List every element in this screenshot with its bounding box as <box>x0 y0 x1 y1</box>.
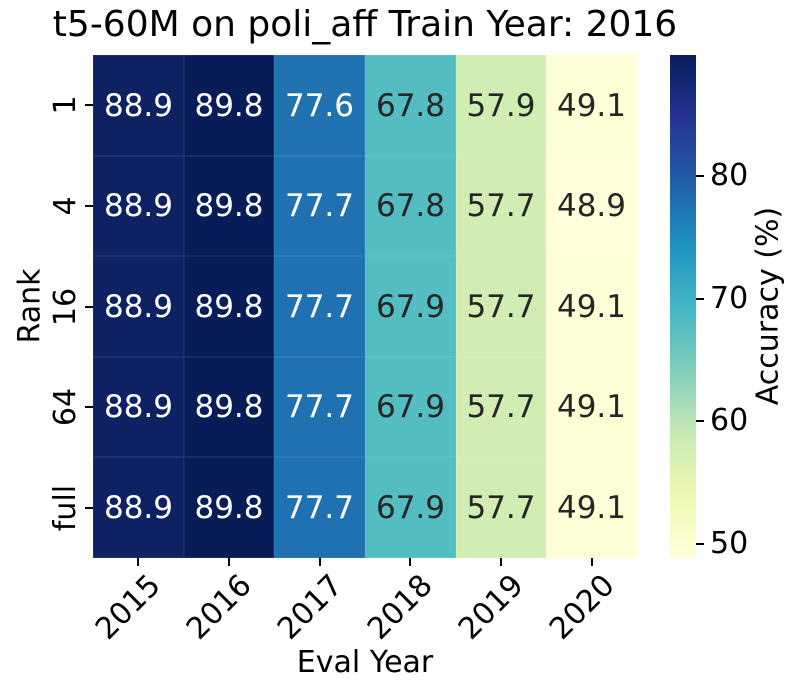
y-tick-label: 4 <box>48 196 83 216</box>
x-tick-label: 2020 <box>542 567 622 647</box>
heatmap-cell: 89.8 <box>184 357 274 457</box>
colorbar-tick-label: 60 <box>710 403 749 439</box>
x-tick-mark <box>137 558 140 566</box>
heatmap-cell: 49.1 <box>546 256 637 357</box>
heatmap-cell: 49.1 <box>546 357 637 457</box>
heatmap-cell: 57.9 <box>456 55 546 156</box>
heatmap-grid: 88.9 89.8 77.6 67.8 57.9 49.1 88.9 89.8 77.7 67.8… <box>93 55 637 558</box>
colorbar-tick-label: 80 <box>710 157 749 193</box>
heatmap-cell: 88.9 <box>93 457 184 558</box>
heatmap-cell: 89.8 <box>184 156 274 256</box>
colorbar-tick-mark <box>696 543 704 546</box>
y-tick-mark <box>85 305 93 308</box>
colorbar-tick-label: 50 <box>710 526 749 562</box>
x-axis-label: Eval Year <box>296 645 434 680</box>
chart-title: t5-60M on poli_aff Train Year: 2016 <box>52 4 678 45</box>
heatmap-cell: 57.7 <box>456 457 546 558</box>
heatmap-cell: 88.9 <box>93 256 184 357</box>
colorbar <box>670 55 696 558</box>
y-tick-mark <box>85 506 93 509</box>
y-tick-mark <box>85 104 93 107</box>
heatmap-cell: 67.8 <box>365 156 456 256</box>
x-tick-label: 2017 <box>270 567 350 647</box>
y-axis-label: Rank <box>12 268 48 344</box>
heatmap-cell: 77.7 <box>274 256 365 357</box>
heatmap-cell: 67.9 <box>365 457 456 558</box>
heatmap-cell: 67.9 <box>365 256 456 357</box>
heatmap-cell: 49.1 <box>546 457 637 558</box>
heatmap-cell: 57.7 <box>456 156 546 256</box>
heatmap-cell: 77.6 <box>274 55 365 156</box>
y-tick-label: 16 <box>48 287 83 326</box>
heatmap-cell: 89.8 <box>184 256 274 357</box>
heatmap-cell: 88.9 <box>93 55 184 156</box>
heatmap-cell: 57.7 <box>456 256 546 357</box>
x-tick-label: 2015 <box>89 567 168 647</box>
heatmap-cell: 77.7 <box>274 156 365 256</box>
x-tick-label: 2019 <box>451 567 531 647</box>
colorbar-tick-label: 70 <box>710 280 749 316</box>
heatmap-cell: 67.9 <box>365 357 456 457</box>
x-tick-mark <box>409 558 412 566</box>
heatmap-cell: 48.9 <box>546 156 637 256</box>
colorbar-tick-mark <box>696 297 704 300</box>
x-tick-mark <box>318 558 321 566</box>
x-tick-mark <box>500 558 502 566</box>
x-tick-label: 2016 <box>179 567 259 647</box>
x-tick-mark <box>228 558 230 566</box>
y-tick-label: full <box>48 484 83 531</box>
heatmap-cell: 77.7 <box>274 357 365 457</box>
colorbar-tick-mark <box>696 174 704 177</box>
heatmap-cell: 67.8 <box>365 55 456 156</box>
heatmap-cell: 88.9 <box>93 156 184 256</box>
heatmap-cell: 88.9 <box>93 357 184 457</box>
heatmap-cell: 77.7 <box>274 457 365 558</box>
heatmap-cell: 49.1 <box>546 55 637 156</box>
heatmap-cell: 89.8 <box>184 457 274 558</box>
y-tick-label: 64 <box>48 388 83 427</box>
heatmap-cell: 57.7 <box>456 357 546 457</box>
y-tick-mark <box>85 204 93 207</box>
colorbar-tick-mark <box>696 420 704 423</box>
y-tick-mark <box>85 406 93 409</box>
heatmap-cell: 89.8 <box>184 55 274 156</box>
x-tick-label: 2018 <box>361 567 440 647</box>
colorbar-label: Accuracy (%) <box>750 206 786 406</box>
y-tick-label: 1 <box>48 95 83 115</box>
x-tick-mark <box>590 558 593 566</box>
